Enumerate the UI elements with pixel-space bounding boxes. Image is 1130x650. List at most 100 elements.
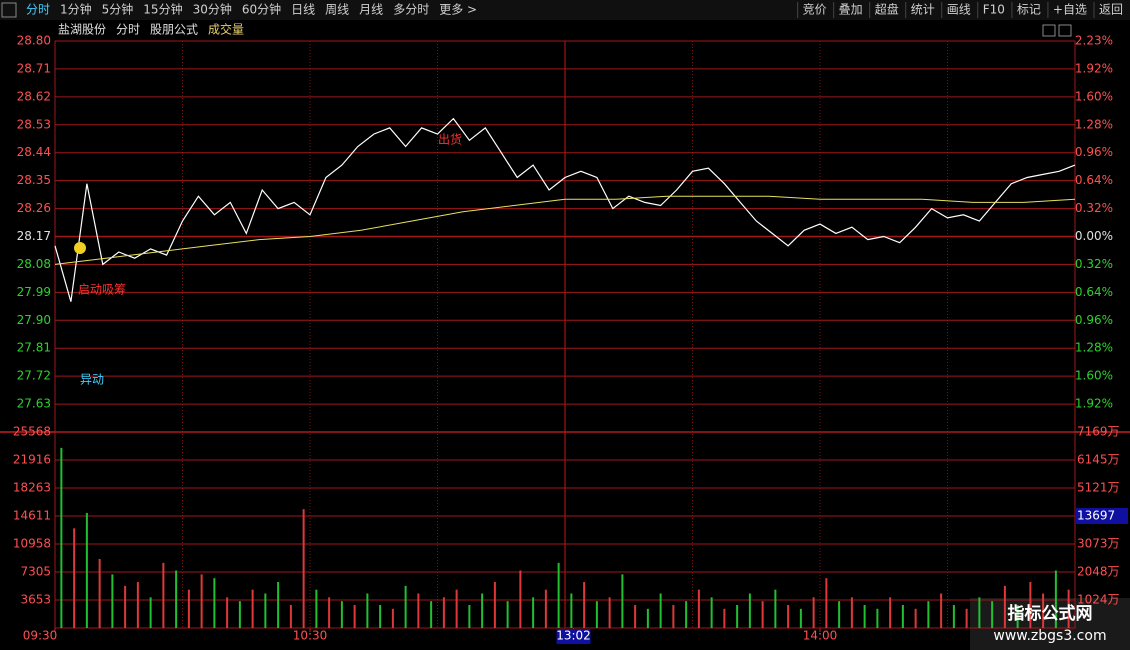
current-volume-box xyxy=(1075,507,1128,524)
price-tick-label: 28.35 xyxy=(17,173,51,187)
volume-bar xyxy=(277,582,280,628)
volume-bar xyxy=(889,597,892,628)
toolbar-button[interactable]: 画线 xyxy=(947,3,971,17)
volume-bar xyxy=(774,589,777,628)
toolbar-button[interactable]: +自选 xyxy=(1053,3,1087,17)
x-tick-label: 10:30 xyxy=(293,629,328,643)
volume-bar xyxy=(213,578,216,628)
volume-bar xyxy=(175,570,178,628)
price-tick-label: 27.90 xyxy=(17,313,51,327)
settings-icon[interactable] xyxy=(1058,24,1072,37)
price-tick-label: 27.63 xyxy=(17,397,51,411)
toolbar-button[interactable]: 叠加 xyxy=(839,3,863,17)
price-line xyxy=(54,195,1076,265)
volume-bar xyxy=(1042,593,1045,628)
pct-tick-label: 0.64% xyxy=(1075,285,1113,299)
annotation: 启动吸筹 xyxy=(78,283,126,297)
menu-icon[interactable] xyxy=(1,2,17,18)
chart-header: 成交量 xyxy=(208,22,244,37)
toolbar-tab[interactable]: 5分钟 xyxy=(102,2,134,17)
x-tick-label: 09:30 xyxy=(23,629,58,643)
toolbar xyxy=(0,0,1130,20)
volume-bar xyxy=(1016,605,1019,628)
volume-bar xyxy=(697,589,700,628)
toolbar-tab[interactable]: 周线 xyxy=(325,3,349,17)
volume-bar xyxy=(187,589,190,628)
volume-bar xyxy=(850,597,853,628)
volume-bar xyxy=(315,589,318,628)
volume-bar xyxy=(111,574,114,628)
volume-tick-label: 7305 xyxy=(20,565,51,579)
volume-bar xyxy=(914,608,917,628)
toolbar-button[interactable]: 标记 xyxy=(1017,3,1041,17)
toolbar-tab[interactable]: 30分钟 xyxy=(193,2,232,17)
volume-bar xyxy=(264,593,267,628)
volume-bar xyxy=(863,605,866,628)
volume-right-label: 5121万 xyxy=(1077,480,1120,494)
chart-header: 分时 xyxy=(116,23,140,37)
toolbar-tab[interactable]: 1分钟 xyxy=(60,2,92,17)
toolbar-tab[interactable]: 更多 > xyxy=(439,3,477,17)
volume-bar xyxy=(238,601,241,628)
volume-bar xyxy=(1029,582,1032,628)
price-tick-label: 27.99 xyxy=(17,285,51,299)
toolbar-tab[interactable]: 多分时 xyxy=(393,3,429,17)
pct-tick-label: 1.92% xyxy=(1075,61,1113,75)
volume-right-label: 2048万 xyxy=(1077,565,1120,579)
chart-header: 股朋公式 xyxy=(150,23,198,37)
volume-bar xyxy=(430,601,433,628)
toolbar-tab[interactable]: 月线 xyxy=(359,3,383,17)
volume-tick-label: 14611 xyxy=(13,508,51,522)
toolbar-tab[interactable]: 15分钟 xyxy=(143,2,182,17)
watermark-url: www.zbgs3.com xyxy=(993,628,1106,644)
volume-bar xyxy=(557,562,560,628)
volume-bar xyxy=(736,605,739,628)
pct-tick-label: 1.60% xyxy=(1075,89,1113,103)
volume-bar xyxy=(544,589,547,628)
volume-bar xyxy=(685,601,688,628)
volume-bar xyxy=(124,585,127,628)
volume-tick-label: 10958 xyxy=(13,536,51,550)
volume-bar xyxy=(952,605,955,628)
pct-tick-label: 1.92% xyxy=(1075,397,1113,411)
volume-bar xyxy=(787,605,790,628)
volume-right-label: 6145万 xyxy=(1077,452,1120,466)
pct-tick-label: 1.60% xyxy=(1075,369,1113,383)
volume-right-label: 3073万 xyxy=(1077,536,1120,550)
volume-bar xyxy=(723,608,726,628)
volume-bar xyxy=(978,597,981,628)
toolbar-tab[interactable]: 分时 xyxy=(26,3,50,17)
volume-bar xyxy=(391,608,394,628)
volume-bar xyxy=(340,601,343,628)
annotation: 异动 xyxy=(80,373,104,387)
cursor-time-box xyxy=(556,629,591,644)
volume-bar xyxy=(748,593,751,628)
toolbar-button[interactable]: 超盘 xyxy=(875,2,899,17)
volume-bar xyxy=(468,605,471,628)
volume-bar xyxy=(608,597,611,628)
volume-bar xyxy=(1054,570,1057,628)
volume-bar xyxy=(73,528,76,628)
watermark-box xyxy=(970,598,1130,650)
annotation: 出货 xyxy=(438,132,462,147)
toolbar-button[interactable]: 统计 xyxy=(911,3,935,17)
volume-bar xyxy=(672,605,675,628)
volume-bar xyxy=(825,578,828,628)
volume-bar xyxy=(940,593,943,628)
toolbar-tab[interactable]: 日线 xyxy=(291,3,315,17)
volume-bar xyxy=(417,593,420,628)
volume-bar xyxy=(226,597,229,628)
price-tick-label: 28.62 xyxy=(17,89,51,103)
volume-bar xyxy=(442,597,445,628)
toolbar-button[interactable]: 竞价 xyxy=(803,3,827,17)
volume-bar xyxy=(710,597,713,628)
volume-bar xyxy=(761,601,764,628)
zoom-icon[interactable] xyxy=(1042,24,1056,37)
toolbar-button[interactable]: F10 xyxy=(983,3,1005,17)
toolbar-tab[interactable]: 60分钟 xyxy=(242,2,281,17)
pct-tick-label: 0.32% xyxy=(1075,257,1113,271)
volume-bar xyxy=(328,597,331,628)
pct-tick-label: 0.00% xyxy=(1075,229,1113,243)
price-tick-label: 28.08 xyxy=(17,257,51,271)
toolbar-button[interactable]: 返回 xyxy=(1099,3,1123,17)
